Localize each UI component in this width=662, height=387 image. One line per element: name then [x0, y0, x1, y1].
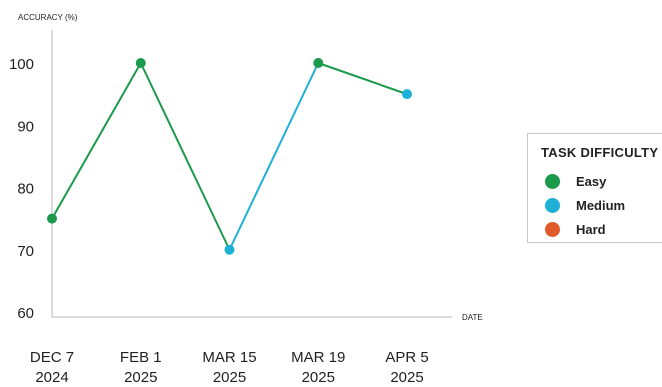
x-tick-label-1: FEB 1 2025 — [120, 349, 162, 386]
data-point-4 — [402, 89, 412, 100]
y-tick-label-80: 80 — [17, 181, 34, 198]
series-segment-1 — [139, 62, 231, 251]
legend-swatch-easy — [545, 174, 560, 189]
x-tick-label-2: MAR 15 2025 — [202, 349, 256, 386]
data-point-3 — [313, 58, 324, 68]
legend-label-easy: Easy — [576, 174, 607, 189]
legend-title: TASK DIFFICULTY — [541, 145, 659, 160]
y-tick-label-100: 100 — [9, 56, 34, 73]
legend-label-medium: Medium — [576, 198, 626, 213]
series-segment-0 — [51, 62, 142, 220]
x-tick-label-0: DEC 7 2024 — [30, 349, 74, 386]
x-tick-label-4: APR 5 2025 — [385, 349, 428, 386]
legend-swatch-hard — [545, 222, 560, 237]
y-tick-label-90: 90 — [17, 118, 34, 135]
series-segment-3 — [317, 62, 408, 96]
legend-swatch-medium — [545, 198, 560, 213]
x-tick-label-3: MAR 19 2025 — [291, 349, 345, 386]
x-axis-title: DATE — [462, 313, 483, 322]
y-axis-title: ACCURACY (%) — [18, 13, 78, 22]
legend-label-hard: Hard — [576, 222, 606, 237]
y-tick-label-70: 70 — [17, 243, 34, 260]
data-point-1 — [135, 58, 146, 68]
legend: TASK DIFFICULTY Easy Medium Hard — [527, 133, 662, 243]
series-segment-2 — [228, 62, 320, 251]
data-point-0 — [47, 213, 57, 224]
y-tick-label-60: 60 — [17, 305, 34, 322]
data-point-2 — [224, 244, 235, 255]
